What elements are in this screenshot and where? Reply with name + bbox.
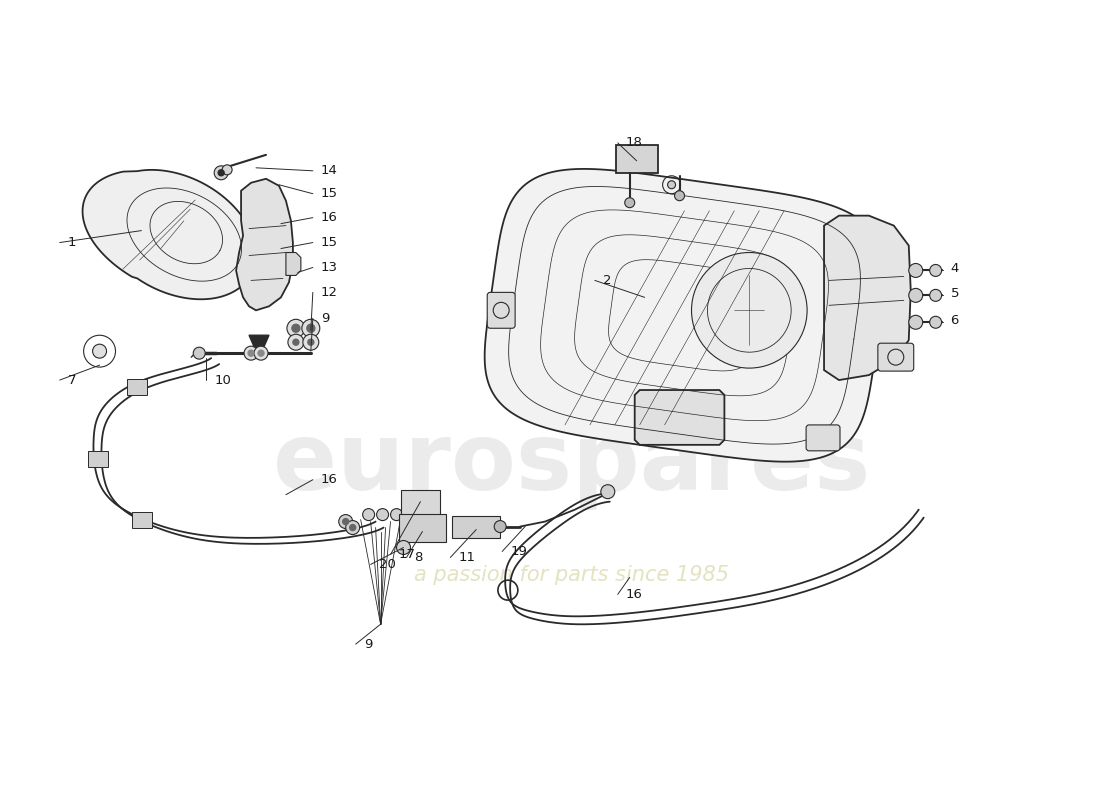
Circle shape bbox=[302, 334, 319, 350]
Circle shape bbox=[909, 315, 923, 330]
FancyBboxPatch shape bbox=[806, 425, 840, 451]
Circle shape bbox=[287, 319, 305, 338]
Circle shape bbox=[909, 288, 923, 302]
Text: 20: 20 bbox=[378, 558, 396, 571]
Text: 8: 8 bbox=[415, 551, 422, 564]
Circle shape bbox=[668, 181, 675, 189]
Circle shape bbox=[249, 350, 254, 356]
Circle shape bbox=[930, 265, 942, 277]
FancyBboxPatch shape bbox=[487, 292, 515, 328]
Text: 12: 12 bbox=[321, 286, 338, 299]
Circle shape bbox=[930, 290, 942, 302]
Circle shape bbox=[254, 346, 268, 360]
Circle shape bbox=[307, 324, 315, 332]
Circle shape bbox=[214, 166, 228, 180]
Text: 10: 10 bbox=[214, 374, 231, 386]
Text: 5: 5 bbox=[950, 287, 959, 300]
FancyBboxPatch shape bbox=[400, 490, 440, 514]
Text: 14: 14 bbox=[321, 164, 338, 178]
Circle shape bbox=[625, 198, 635, 208]
Text: 13: 13 bbox=[321, 261, 338, 274]
FancyBboxPatch shape bbox=[452, 515, 500, 538]
Circle shape bbox=[363, 509, 375, 521]
Text: 9: 9 bbox=[321, 312, 329, 325]
Text: a passion for parts since 1985: a passion for parts since 1985 bbox=[415, 566, 729, 586]
Circle shape bbox=[288, 334, 304, 350]
Text: 11: 11 bbox=[459, 551, 475, 564]
FancyBboxPatch shape bbox=[398, 514, 447, 542]
Polygon shape bbox=[824, 216, 911, 380]
Circle shape bbox=[293, 339, 299, 345]
Text: 4: 4 bbox=[950, 262, 959, 275]
FancyBboxPatch shape bbox=[616, 145, 658, 173]
Polygon shape bbox=[485, 169, 884, 462]
Text: 19: 19 bbox=[510, 545, 527, 558]
Text: 9: 9 bbox=[364, 638, 372, 650]
Circle shape bbox=[494, 521, 506, 533]
Circle shape bbox=[909, 263, 923, 278]
Circle shape bbox=[692, 253, 807, 368]
Circle shape bbox=[390, 509, 403, 521]
Circle shape bbox=[308, 339, 314, 345]
Polygon shape bbox=[236, 178, 293, 310]
Text: 17: 17 bbox=[398, 548, 416, 561]
Circle shape bbox=[301, 319, 320, 338]
Polygon shape bbox=[249, 335, 270, 358]
Circle shape bbox=[350, 525, 355, 530]
Circle shape bbox=[222, 165, 232, 174]
Text: 16: 16 bbox=[321, 211, 338, 224]
Circle shape bbox=[674, 190, 684, 201]
FancyBboxPatch shape bbox=[88, 451, 108, 467]
Polygon shape bbox=[82, 170, 256, 299]
Circle shape bbox=[218, 170, 224, 176]
Circle shape bbox=[376, 509, 388, 521]
Text: 7: 7 bbox=[68, 374, 76, 386]
Text: 1: 1 bbox=[68, 236, 76, 249]
Text: 6: 6 bbox=[950, 314, 959, 326]
Circle shape bbox=[601, 485, 615, 498]
Polygon shape bbox=[286, 253, 301, 275]
Text: 16: 16 bbox=[626, 588, 642, 601]
FancyBboxPatch shape bbox=[132, 512, 152, 528]
Circle shape bbox=[244, 346, 258, 360]
Circle shape bbox=[258, 350, 264, 356]
Circle shape bbox=[339, 514, 353, 529]
FancyBboxPatch shape bbox=[128, 379, 147, 395]
Polygon shape bbox=[635, 390, 725, 445]
Circle shape bbox=[396, 541, 410, 554]
Circle shape bbox=[343, 518, 349, 525]
Circle shape bbox=[345, 521, 360, 534]
Circle shape bbox=[194, 347, 206, 359]
FancyBboxPatch shape bbox=[878, 343, 914, 371]
Text: eurospares: eurospares bbox=[273, 418, 870, 510]
Circle shape bbox=[292, 324, 300, 332]
Text: 15: 15 bbox=[321, 187, 338, 200]
Text: 16: 16 bbox=[321, 474, 338, 486]
Text: 15: 15 bbox=[321, 236, 338, 249]
Text: 18: 18 bbox=[626, 136, 642, 150]
Text: 2: 2 bbox=[603, 274, 612, 287]
Circle shape bbox=[92, 344, 107, 358]
Circle shape bbox=[930, 316, 942, 328]
